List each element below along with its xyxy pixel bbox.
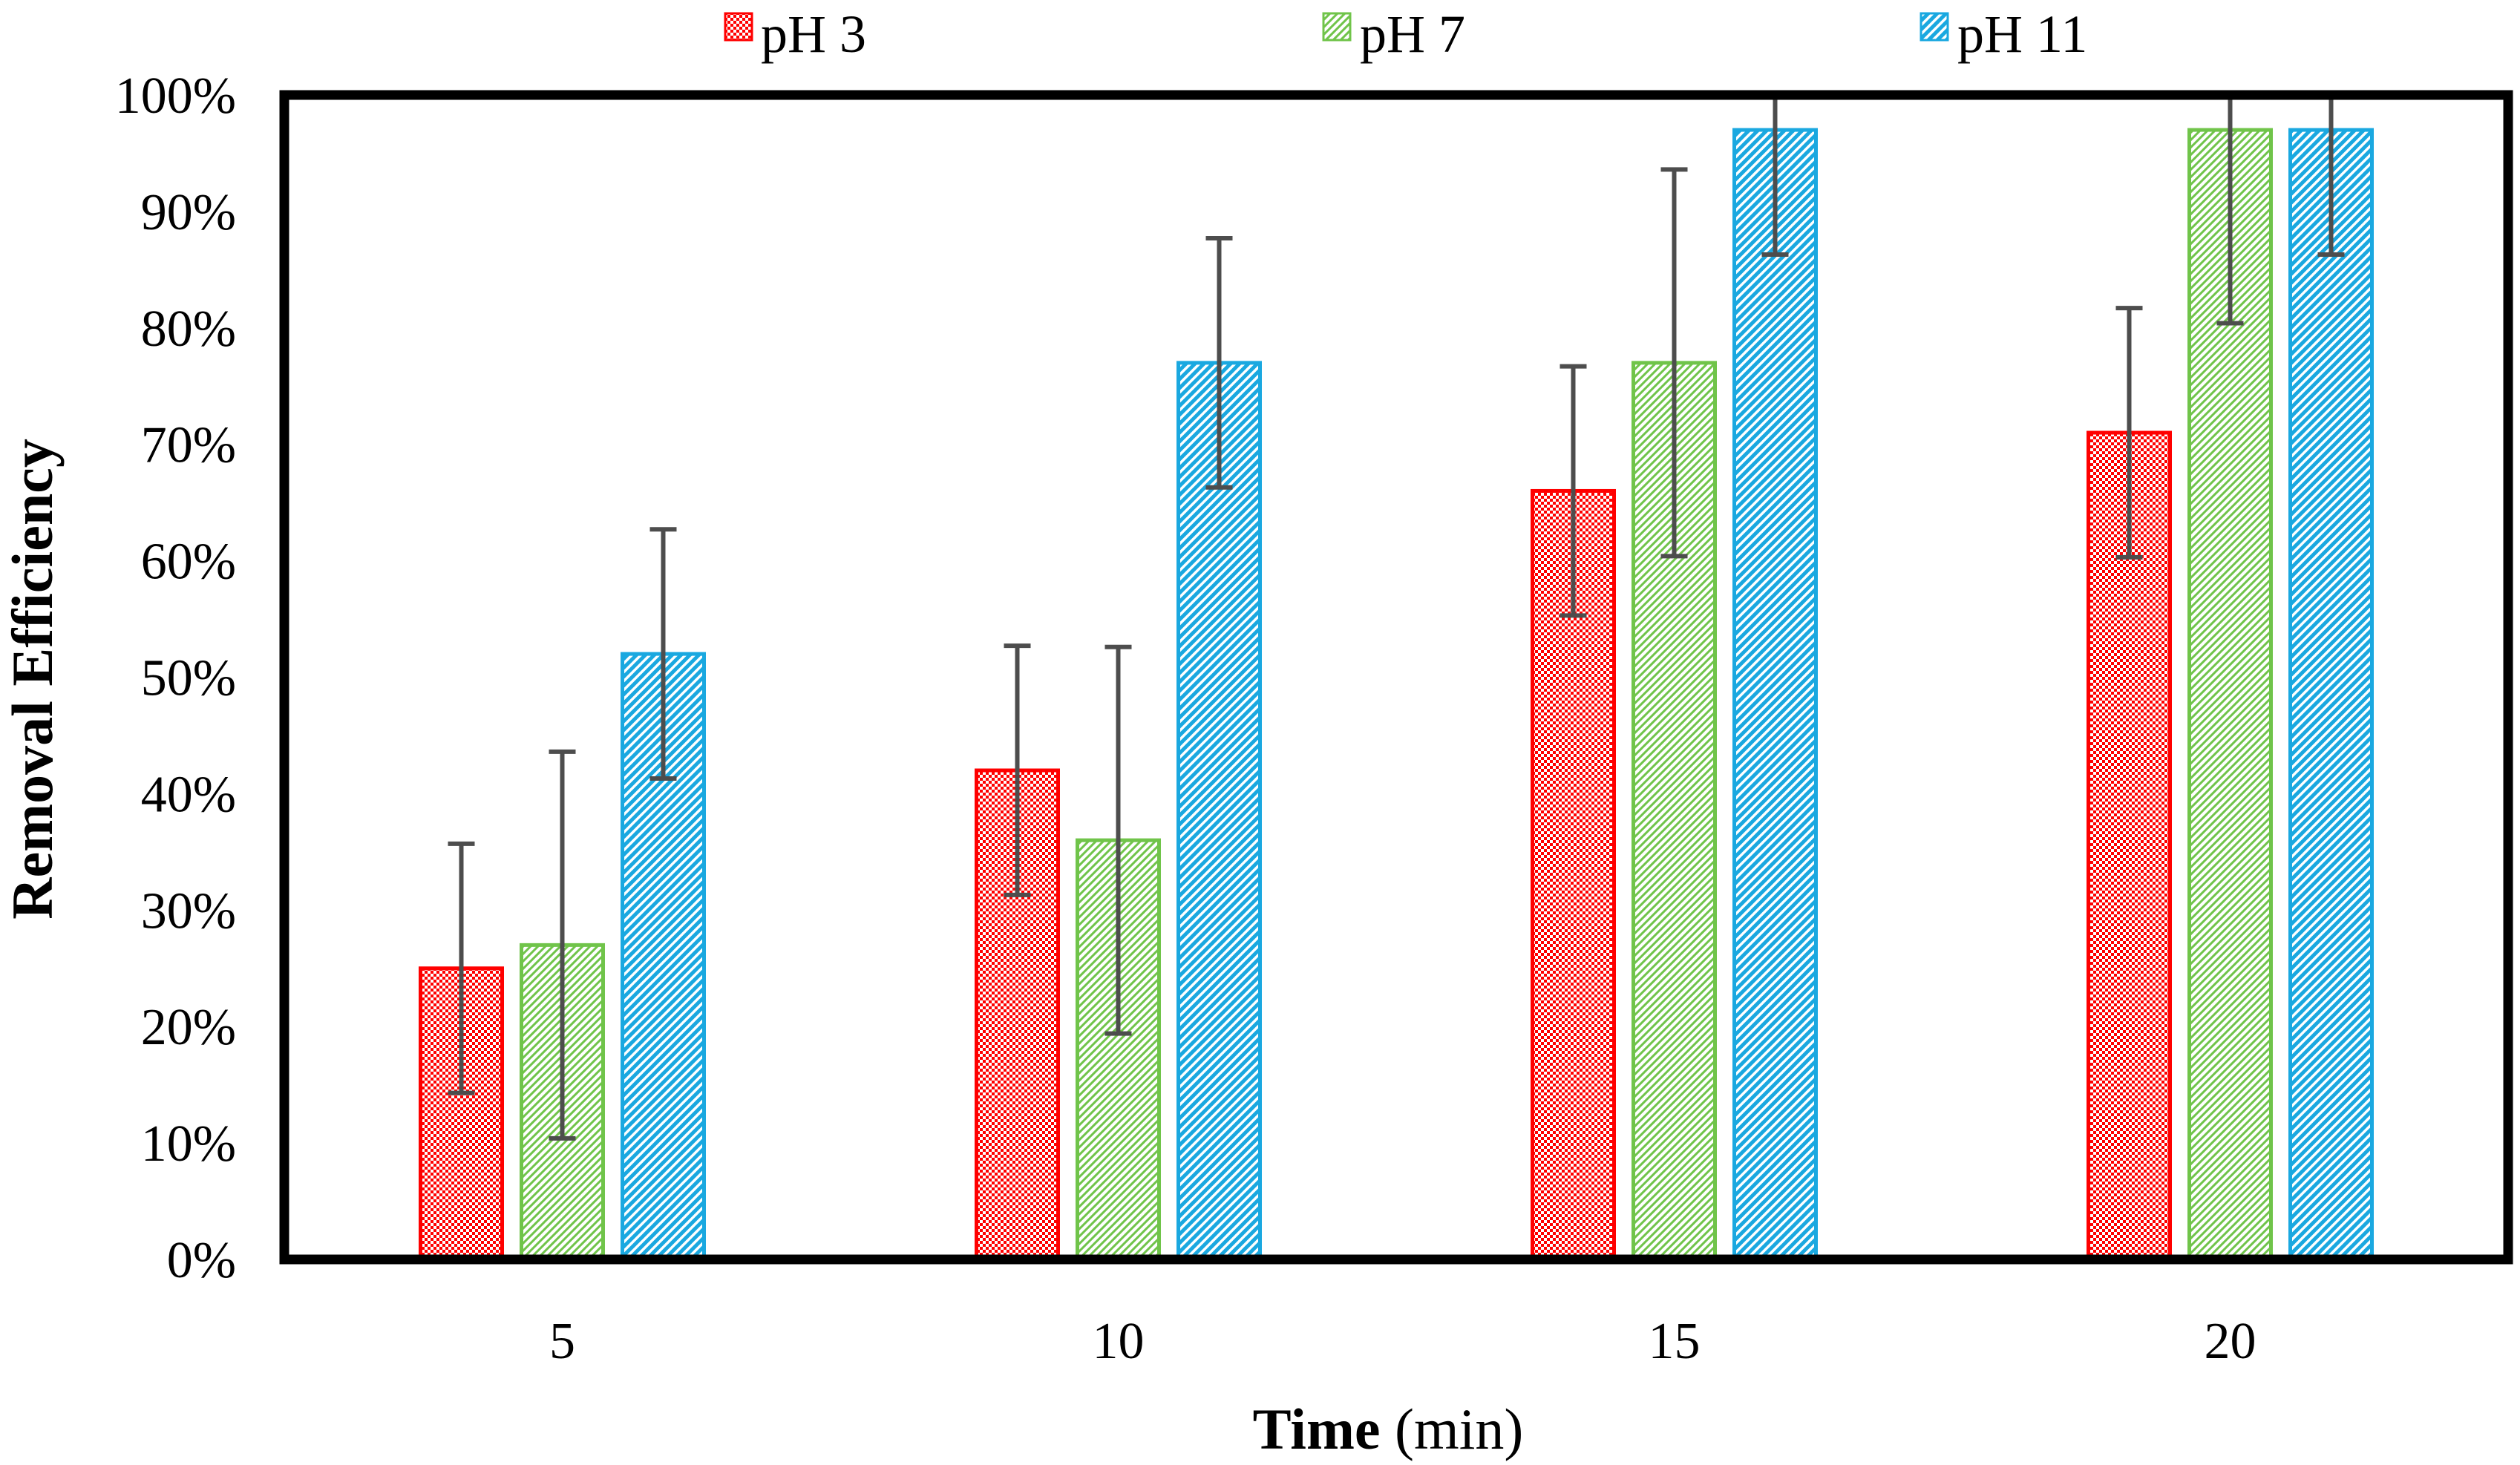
legend-item-ph11: pH 11 [1920, 4, 2087, 64]
bar-ph11-t10 [1176, 361, 1262, 1262]
error-bar-ph11-t15 [1761, 95, 1789, 257]
y-tick-label: 50% [141, 650, 236, 707]
y-tick-label: 0% [167, 1232, 236, 1289]
bars [419, 128, 2374, 1262]
y-axis-ticks: 0% 10% 20% 30% 40% 50% 60% 70% 80% 90% 100% [115, 68, 236, 1289]
legend-swatch-ph3 [724, 12, 753, 42]
bar-ph11-t15 [1732, 128, 1818, 1262]
x-axis-title-unit: (min) [1381, 1397, 1524, 1461]
legend-label-ph3: pH 3 [761, 4, 866, 64]
y-tick-label: 100% [115, 68, 236, 125]
y-axis-title: Removal Efficiency [0, 439, 65, 920]
x-tick-label: 10 [1093, 1313, 1145, 1370]
y-tick-label: 90% [141, 184, 236, 241]
legend-label-ph7: pH 7 [1360, 4, 1465, 64]
bar-ph3-t15 [1531, 488, 1616, 1262]
legend-item-ph3: pH 3 [724, 4, 866, 64]
y-tick-label: 30% [141, 882, 236, 940]
y-tick-label: 80% [141, 301, 236, 358]
x-tick-label: 5 [549, 1313, 575, 1370]
bar-ph3-t10 [975, 768, 1060, 1262]
legend: pH 3 pH 7 pH 11 [724, 4, 2087, 64]
x-axis-ticks: 5 10 15 20 [549, 1313, 2256, 1370]
bar-ph3-t20 [2087, 430, 2172, 1262]
error-bar-ph3-t20 [2115, 306, 2143, 560]
y-tick-label: 40% [141, 766, 236, 823]
error-bar-ph3-t15 [1560, 364, 1587, 618]
error-bar-ph3-t5 [448, 841, 475, 1095]
legend-swatch-ph11 [1920, 12, 1949, 42]
legend-label-ph11: pH 11 [1957, 4, 2087, 64]
error-bar-ph7-t10 [1104, 644, 1132, 1036]
legend-item-ph7: pH 7 [1322, 4, 1465, 64]
x-axis-title-main: Time [1253, 1397, 1381, 1461]
y-tick-label: 70% [141, 417, 236, 474]
error-bar-ph7-t20 [2216, 95, 2244, 326]
x-tick-label: 15 [1649, 1313, 1701, 1370]
y-tick-label: 20% [141, 999, 236, 1056]
y-tick-label: 10% [141, 1115, 236, 1173]
plot-area-frame [279, 90, 2513, 1265]
error-bar-ph11-t5 [649, 527, 677, 781]
error-bars [448, 95, 2345, 1141]
error-bar-ph3-t10 [1004, 643, 1031, 897]
legend-swatch-ph7 [1322, 12, 1352, 42]
error-bar-ph7-t15 [1660, 167, 1688, 559]
y-tick-label: 60% [141, 534, 236, 591]
x-tick-label: 20 [2205, 1313, 2256, 1370]
error-bar-ph7-t5 [549, 749, 576, 1141]
bar-ph11-t20 [2288, 128, 2374, 1262]
x-axis-title: Time (min) [1253, 1397, 1524, 1461]
error-bar-ph11-t10 [1205, 235, 1233, 490]
error-bar-ph11-t20 [2317, 95, 2345, 257]
